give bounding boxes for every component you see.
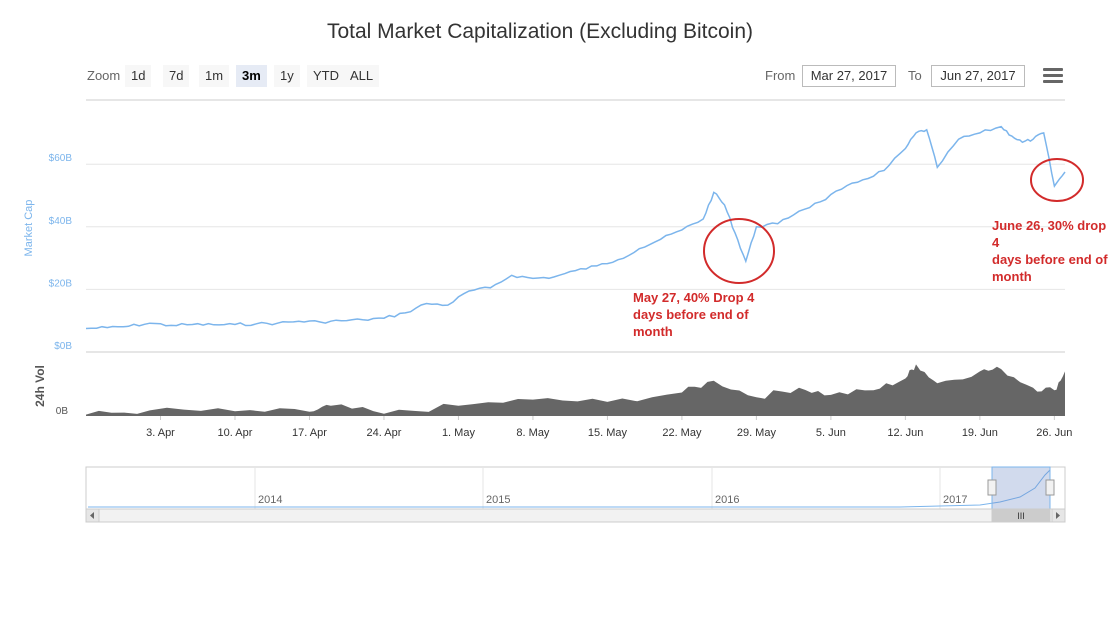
navigator-label-2015: 2015 xyxy=(486,494,510,506)
volume-area xyxy=(86,364,1065,416)
navigator-mask[interactable] xyxy=(991,466,1051,510)
x-tick-label: 22. May xyxy=(662,427,702,439)
navigator-handle-left[interactable] xyxy=(987,479,997,496)
zoom-7d-button[interactable]: 7d xyxy=(163,65,190,87)
annotation-may-line-3: month xyxy=(633,324,673,339)
y-tick-label: $40B xyxy=(49,216,73,227)
navigator-label-2014: 2014 xyxy=(258,494,282,506)
navigator-label-2016: 2016 xyxy=(715,494,739,506)
y-tick-label: $60B xyxy=(49,153,73,164)
annotation-june-line-2: days before end of xyxy=(992,252,1108,267)
x-tick-label: 29. May xyxy=(737,427,777,439)
zoom-1m-button[interactable]: 1m xyxy=(199,65,230,87)
x-tick-label: 12. Jun xyxy=(887,427,923,439)
scrollbar-left-button[interactable] xyxy=(85,508,100,523)
y-tick-label: $20B xyxy=(49,278,73,289)
x-tick-label: 3. Apr xyxy=(146,427,175,439)
navigator-label-2017: 2017 xyxy=(943,494,967,506)
x-tick-label: 15. May xyxy=(588,427,628,439)
x-tick-label: 19. Jun xyxy=(962,427,998,439)
navigator[interactable] xyxy=(85,466,1066,510)
scrollbar-grip: III xyxy=(1017,511,1025,521)
scrollbar-right-button[interactable] xyxy=(1051,508,1066,523)
y-axis-label: Market Cap xyxy=(23,200,35,257)
zoom-ytd-button[interactable]: YTD xyxy=(307,65,345,87)
scrollbar-track[interactable] xyxy=(85,508,1066,523)
scroll-right-arrow-icon xyxy=(1056,512,1060,519)
navigator-series xyxy=(88,469,1051,508)
zoom-label: Zoom xyxy=(87,68,121,83)
annotation-may: May 27, 40% Drop 4 days before end of mo… xyxy=(633,289,754,340)
x-tick-label: 17. Apr xyxy=(292,427,327,439)
hamburger-menu-icon[interactable] xyxy=(1043,68,1063,84)
annotation-june-line-3: month xyxy=(992,269,1032,284)
y-tick-label: $0B xyxy=(54,341,72,352)
zoom-1d-button[interactable]: 1d xyxy=(125,65,152,87)
x-tick-label: 10. Apr xyxy=(218,427,253,439)
annotation-june: June 26, 30% drop 4 days before end of m… xyxy=(992,217,1113,285)
x-tick-label: 8. May xyxy=(516,427,550,439)
zoom-all-button[interactable]: ALL xyxy=(344,65,380,87)
zoom-1y-button[interactable]: 1y xyxy=(274,65,300,87)
scrollbar-thumb[interactable] xyxy=(991,508,1051,523)
x-tick-label: 24. Apr xyxy=(367,427,402,439)
annotation-circle-may xyxy=(703,218,775,284)
annotation-may-line-2: days before end of xyxy=(633,307,749,322)
annotation-june-line-1: June 26, 30% drop 4 xyxy=(992,218,1107,250)
from-label: From xyxy=(765,68,796,83)
market-cap-line xyxy=(85,125,1066,330)
from-date-input[interactable] xyxy=(802,65,896,87)
to-label: To xyxy=(908,68,922,83)
x-tick-label: 1. May xyxy=(442,427,476,439)
navigator-handle-right[interactable] xyxy=(1045,479,1055,496)
x-tick-label: 26. Jun xyxy=(1036,427,1072,439)
chart-title: Total Market Capitalization (Excluding B… xyxy=(326,20,754,43)
volume-axis-label: 24h Vol xyxy=(33,365,47,407)
x-tick-label: 5. Jun xyxy=(816,427,846,439)
scroll-left-arrow-icon xyxy=(90,512,94,519)
to-date-input[interactable] xyxy=(931,65,1025,87)
zoom-3m-button[interactable]: 3m xyxy=(236,65,267,87)
annotation-circle-june xyxy=(1030,158,1084,202)
volume-tick-label: 0B xyxy=(56,406,69,417)
annotation-may-line-1: May 27, 40% Drop 4 xyxy=(633,290,755,305)
